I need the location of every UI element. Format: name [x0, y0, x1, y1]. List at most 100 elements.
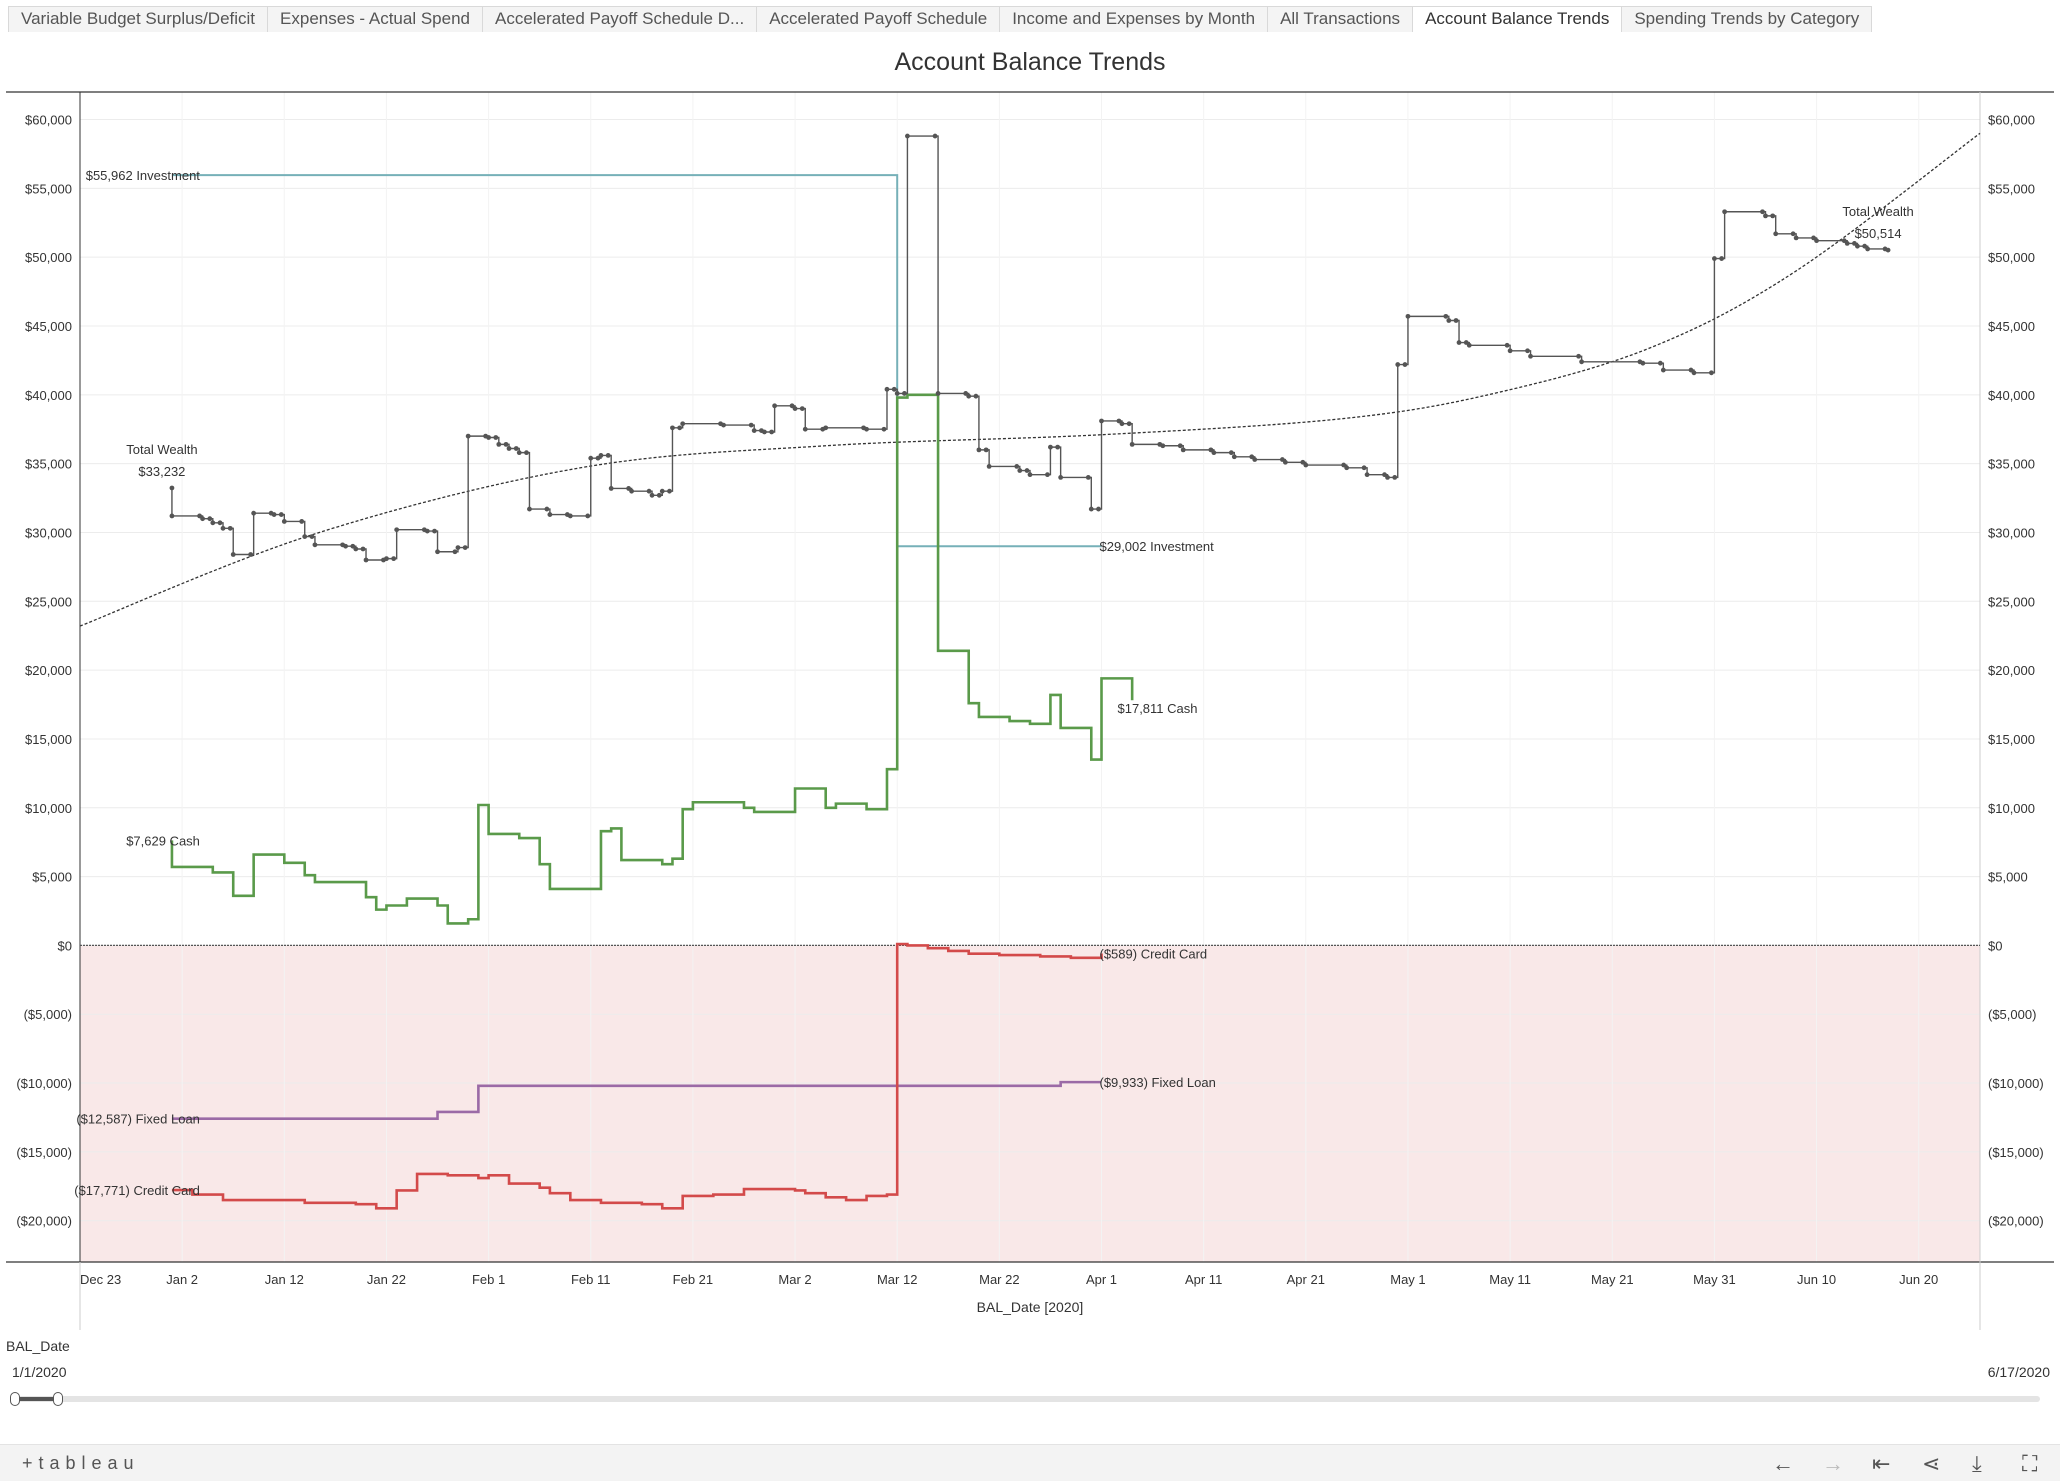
- total-wealth-point: [1507, 348, 1513, 354]
- y-tick-label-left: ($15,000): [16, 1145, 72, 1160]
- total-wealth-point: [278, 512, 284, 517]
- total-wealth-point: [1576, 353, 1582, 359]
- total-wealth-point: [1773, 231, 1779, 237]
- total-wealth-point: [524, 450, 529, 456]
- total-wealth-series-line: [171, 135, 1889, 561]
- y-tick-label-right: $15,000: [1988, 732, 2035, 747]
- tab-account-balance-trends[interactable]: Account Balance Trends: [1412, 6, 1623, 32]
- total-wealth-point: [1177, 443, 1183, 449]
- total-wealth-point: [1045, 472, 1050, 478]
- total-wealth-point: [169, 485, 175, 491]
- tab-income-expenses[interactable]: Income and Expenses by Month: [999, 6, 1269, 32]
- x-tick-label: Apr 11: [1185, 1272, 1222, 1287]
- total-wealth-point: [656, 492, 662, 498]
- y-tick-label-right: $30,000: [1988, 525, 2035, 540]
- investment-series-line: [171, 174, 1102, 548]
- y-tick-label-right: $35,000: [1988, 457, 2035, 472]
- total-wealth-point: [966, 393, 972, 399]
- y-tick-label-right: $10,000: [1988, 801, 2035, 816]
- total-wealth-point: [629, 488, 635, 494]
- x-tick-label: Feb 1: [472, 1272, 505, 1287]
- y-tick-label-left: $55,000: [25, 181, 72, 196]
- total-wealth-point: [983, 447, 989, 453]
- x-tick-label: Feb 11: [571, 1272, 611, 1287]
- total-wealth-point: [588, 455, 594, 461]
- date-range-slider-track[interactable]: [12, 1396, 2040, 1402]
- total-wealth-point: [1660, 367, 1666, 373]
- total-wealth-point: [1017, 468, 1023, 473]
- cash-series-line: [170, 393, 1134, 925]
- total-wealth-point: [1096, 506, 1101, 512]
- x-tick-label: Jun 10: [1797, 1272, 1836, 1287]
- tab-accelerated-payoff[interactable]: Accelerated Payoff Schedule: [756, 6, 1001, 32]
- back-arrow-icon[interactable]: ←: [1772, 1451, 1794, 1476]
- total-wealth-point: [1657, 360, 1663, 366]
- total-wealth-point: [567, 513, 573, 519]
- tab-spending-trends[interactable]: Spending Trends by Category: [1621, 6, 1873, 32]
- total-wealth-point: [1790, 231, 1796, 237]
- tab-accelerated-payoff-d[interactable]: Accelerated Payoff Schedule D...: [482, 6, 758, 32]
- total-wealth-point: [1865, 246, 1871, 252]
- y-tick-label-left: $15,000: [25, 732, 72, 747]
- total-wealth-point: [973, 393, 979, 399]
- y-tick-label-right: ($20,000): [1988, 1214, 2044, 1229]
- total-wealth-point: [1392, 475, 1398, 480]
- total-wealth-point: [1446, 318, 1452, 323]
- data-annotation: $7,629 Cash: [126, 833, 200, 848]
- y-tick-label-right: ($15,000): [1988, 1145, 2044, 1160]
- total-wealth-point: [1364, 472, 1370, 478]
- share-icon[interactable]: ⋖: [1922, 1451, 1941, 1476]
- tab-all-transactions[interactable]: All Transactions: [1267, 6, 1414, 32]
- tab-expenses-actual[interactable]: Expenses - Actual Spend: [267, 6, 484, 32]
- total-wealth-point: [547, 512, 553, 517]
- total-wealth-point: [281, 519, 287, 524]
- total-wealth-point: [680, 421, 686, 427]
- total-wealth-point: [217, 520, 223, 526]
- total-wealth-point: [516, 450, 522, 456]
- total-wealth-point: [309, 534, 315, 539]
- y-tick-label-left: $35,000: [25, 457, 72, 472]
- total-wealth-point: [230, 552, 236, 557]
- total-wealth-point: [1453, 318, 1459, 323]
- total-wealth-point: [1709, 370, 1714, 376]
- total-wealth-point: [932, 133, 938, 139]
- x-tick-label: Jan 12: [265, 1272, 304, 1287]
- fixed-loan-series-line: [171, 1080, 1102, 1120]
- x-tick-label: Apr 1: [1086, 1272, 1117, 1287]
- slider-start-handle[interactable]: [10, 1392, 20, 1406]
- total-wealth-point: [452, 549, 458, 555]
- total-wealth-point: [769, 429, 775, 435]
- total-wealth-point: [1027, 472, 1033, 478]
- x-tick-label: Mar 2: [778, 1272, 811, 1287]
- balance-trends-chart[interactable]: $60,000 $60,000 $55,000 $55,000 $50,000 $50,0…: [0, 0, 2060, 1340]
- y-tick-label-left: $40,000: [25, 388, 72, 403]
- tab-variable-budget[interactable]: Variable Budget Surplus/Deficit: [8, 6, 269, 32]
- total-wealth-point: [200, 516, 205, 522]
- filter-max-value: 6/17/2020: [1987, 1364, 2050, 1380]
- total-wealth-trend-line: [79, 132, 1981, 627]
- data-annotation: ($17,771) Credit Card: [74, 1183, 200, 1198]
- total-wealth-point: [462, 545, 468, 551]
- total-wealth-point: [1814, 238, 1819, 244]
- download-icon[interactable]: ⤓: [1972, 1451, 1982, 1476]
- y-tick-label-right: $40,000: [1988, 388, 2035, 403]
- total-wealth-point: [605, 452, 611, 458]
- total-wealth-point: [649, 492, 655, 498]
- forward-arrow-icon[interactable]: →: [1822, 1451, 1844, 1476]
- revert-to-start-icon[interactable]: ⇤: [1872, 1451, 1891, 1476]
- data-annotation: Total Wealth: [1842, 204, 1913, 219]
- total-wealth-point: [986, 464, 992, 469]
- y-tick-label-right: $60,000: [1988, 113, 2035, 128]
- total-wealth-point: [312, 542, 318, 548]
- slider-end-handle[interactable]: [52, 1392, 63, 1406]
- total-wealth-point: [1126, 421, 1132, 427]
- total-wealth-point: [1443, 313, 1449, 319]
- x-tick-label: May 21: [1591, 1272, 1634, 1287]
- fullscreen-icon[interactable]: ⛶: [2022, 1451, 2038, 1476]
- total-wealth-point: [220, 525, 226, 531]
- chart-title: Account Balance Trends: [894, 48, 1166, 76]
- y-tick-label-left: $30,000: [25, 525, 72, 540]
- credit-card-series-line: [171, 942, 1103, 1210]
- tableau-logo[interactable]: +tableau: [22, 1453, 140, 1473]
- total-wealth-point: [544, 506, 550, 512]
